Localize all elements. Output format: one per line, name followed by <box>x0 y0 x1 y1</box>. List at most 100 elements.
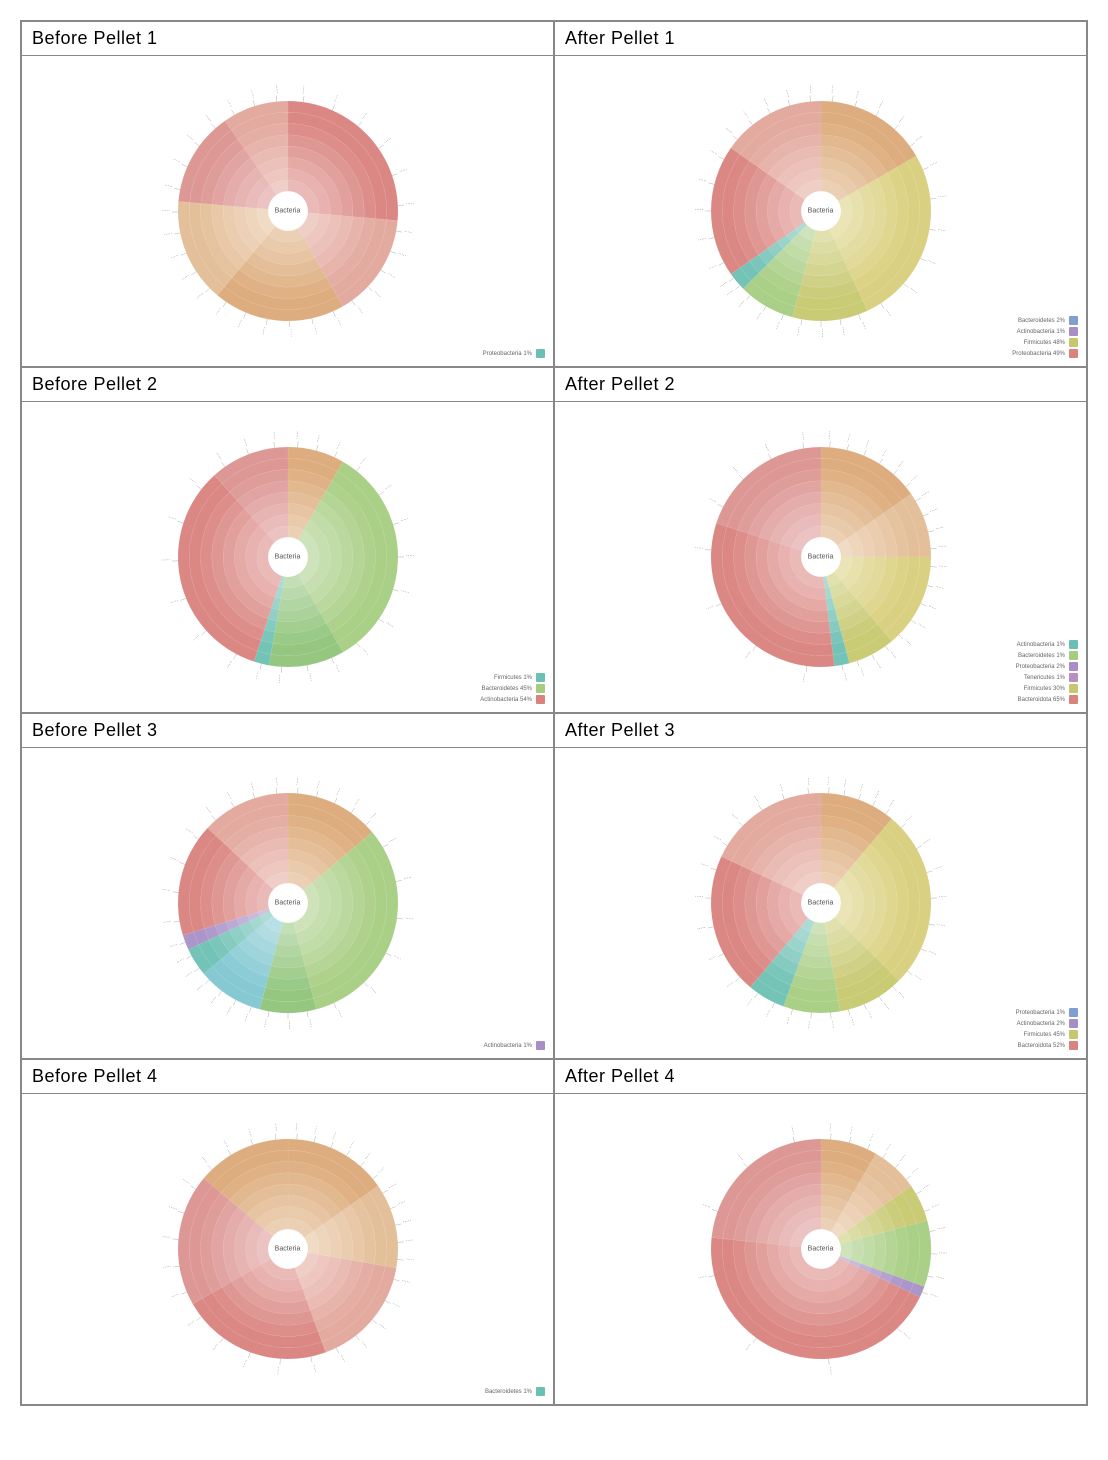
svg-text:·····: ····· <box>857 667 866 677</box>
svg-text:·····: ····· <box>909 1166 920 1176</box>
svg-text:·····: ····· <box>210 1342 220 1353</box>
svg-text:·····: ····· <box>245 1128 253 1138</box>
legend: Actinobacteria 1%Bacteroidetes 1%Proteob… <box>1016 638 1078 704</box>
svg-text:·····: ····· <box>391 1301 401 1310</box>
svg-text:·····: ····· <box>372 289 382 299</box>
svg-text:·····: ····· <box>745 997 755 1008</box>
grid-cell: Before Pellet 2·························… <box>21 367 554 713</box>
svg-text:·····: ····· <box>362 1151 372 1161</box>
svg-text:·····: ····· <box>694 545 703 552</box>
svg-text:·····: ····· <box>760 97 769 107</box>
legend-row: Actinobacteria 1% <box>1012 327 1078 336</box>
legend-label: Actinobacteria 1% <box>1017 329 1065 335</box>
legend-label: Bacteroidota 65% <box>1018 697 1065 703</box>
svg-text:·····: ····· <box>895 459 905 469</box>
svg-text:·····: ····· <box>167 514 177 522</box>
svg-text:·····: ····· <box>384 620 395 630</box>
legend-label: Tenericutes 1% <box>1024 675 1065 681</box>
svg-text:·····: ····· <box>933 864 943 872</box>
legend-row: Bacteroidetes 2% <box>1012 316 1078 325</box>
svg-text:·····: ····· <box>354 305 364 316</box>
grid-cell: Before Pellet 4·························… <box>21 1059 554 1405</box>
svg-text:·····: ····· <box>161 557 170 563</box>
svg-text:·····: ····· <box>398 166 408 174</box>
svg-text:·····: ····· <box>396 1199 406 1208</box>
grid-cell: Before Pellet 1 ····· ····· ····· ····· ·····… <box>21 21 554 367</box>
svg-text:·····: ····· <box>273 777 280 786</box>
legend-swatch <box>536 695 545 704</box>
svg-text:·····: ····· <box>306 673 313 683</box>
svg-text:·····: ····· <box>827 1366 834 1375</box>
svg-text:·····: ····· <box>194 982 204 992</box>
svg-text:·····: ····· <box>262 1018 269 1028</box>
svg-text:·····: ····· <box>829 85 836 94</box>
svg-text:·····: ····· <box>224 1005 233 1015</box>
svg-text:·····: ····· <box>240 438 249 448</box>
svg-text:·····: ····· <box>314 434 322 444</box>
sunburst-svg: ····· ····· ····· ····· ····· ····· ····· ·····… <box>681 763 961 1043</box>
legend-row: Actinobacteria 2% <box>1016 1019 1078 1028</box>
legend-label: Bacteroidetes 45% <box>482 686 532 692</box>
svg-text:·····: ····· <box>242 1013 251 1023</box>
svg-text:·····: ····· <box>300 85 307 94</box>
svg-text:·····: ····· <box>827 1122 834 1131</box>
svg-text:·····: ····· <box>934 584 944 592</box>
svg-text:·····: ····· <box>235 318 244 328</box>
svg-text:·····: ····· <box>888 650 898 661</box>
svg-text:·····: ····· <box>903 638 913 648</box>
legend-row: Firmicutes 45% <box>1016 1030 1078 1039</box>
svg-text:·····: ····· <box>707 263 717 272</box>
svg-text:·····: ····· <box>743 650 753 661</box>
svg-text:·····: ····· <box>170 1291 180 1300</box>
legend-label: Actinobacteria 1% <box>484 1043 532 1049</box>
svg-text:·····: ····· <box>392 953 402 962</box>
svg-text:·····: ····· <box>697 177 707 185</box>
svg-text:·····: ····· <box>334 787 343 797</box>
sunburst-svg: ····· ····· ····· ····· ····· ····· ····· ·····… <box>148 1109 428 1389</box>
sunburst-chart: ····· ····· ····· ····· ····· ····· ····· ·····… <box>681 417 961 697</box>
svg-text:·····: ····· <box>914 133 925 143</box>
legend-swatch <box>1069 673 1078 682</box>
svg-text:·····: ····· <box>936 922 946 930</box>
chart-area: ········································… <box>555 56 1086 366</box>
svg-text:·····: ····· <box>723 126 733 136</box>
legend-row: Actinobacteria 1% <box>484 1041 545 1050</box>
svg-text:·····: ····· <box>751 794 761 805</box>
svg-text:·····: ····· <box>897 1153 907 1163</box>
svg-text:·····: ····· <box>938 1250 947 1256</box>
svg-text:·····: ····· <box>213 306 223 317</box>
svg-text:·····: ····· <box>163 182 173 190</box>
legend-label: Firmicutes 1% <box>494 675 532 681</box>
svg-text:·····: ····· <box>763 1008 772 1018</box>
legend-swatch <box>536 684 545 693</box>
svg-text:·····: ····· <box>311 325 319 335</box>
svg-text:·····: ····· <box>162 1263 171 1270</box>
svg-text:·····: ····· <box>306 1019 313 1029</box>
legend-label: Proteobacteria 2% <box>1016 664 1065 670</box>
svg-text:·····: ····· <box>704 603 714 612</box>
svg-text:·····: ····· <box>928 1291 938 1300</box>
svg-text:·····: ····· <box>382 136 393 146</box>
svg-text:·····: ····· <box>873 660 882 670</box>
legend-row: Proteobacteria 2% <box>1016 662 1078 671</box>
cell-title: Before Pellet 1 <box>22 22 553 56</box>
svg-text:·····: ····· <box>826 430 833 439</box>
svg-text:·····: ····· <box>286 1021 292 1030</box>
svg-text:·····: ····· <box>248 89 256 99</box>
svg-text:·····: ····· <box>909 473 919 483</box>
svg-text:·····: ····· <box>314 780 322 790</box>
sunburst-chart: ········································… <box>681 71 961 351</box>
legend: Actinobacteria 1% <box>484 1039 545 1050</box>
legend-label: Bacteroidetes 1% <box>1018 653 1065 659</box>
svg-text:·····: ····· <box>694 893 703 899</box>
svg-text:·····: ····· <box>937 193 946 200</box>
svg-text:·····: ····· <box>845 433 853 443</box>
svg-text:·····: ····· <box>162 918 172 925</box>
svg-text:·····: ····· <box>337 1353 346 1363</box>
svg-text:·····: ····· <box>872 789 881 799</box>
svg-text:·····: ····· <box>168 855 178 864</box>
svg-text:·····: ····· <box>800 673 807 682</box>
svg-text:·····: ····· <box>912 973 923 983</box>
svg-text:·····: ····· <box>904 813 914 823</box>
svg-text:·····: ····· <box>272 1123 279 1132</box>
